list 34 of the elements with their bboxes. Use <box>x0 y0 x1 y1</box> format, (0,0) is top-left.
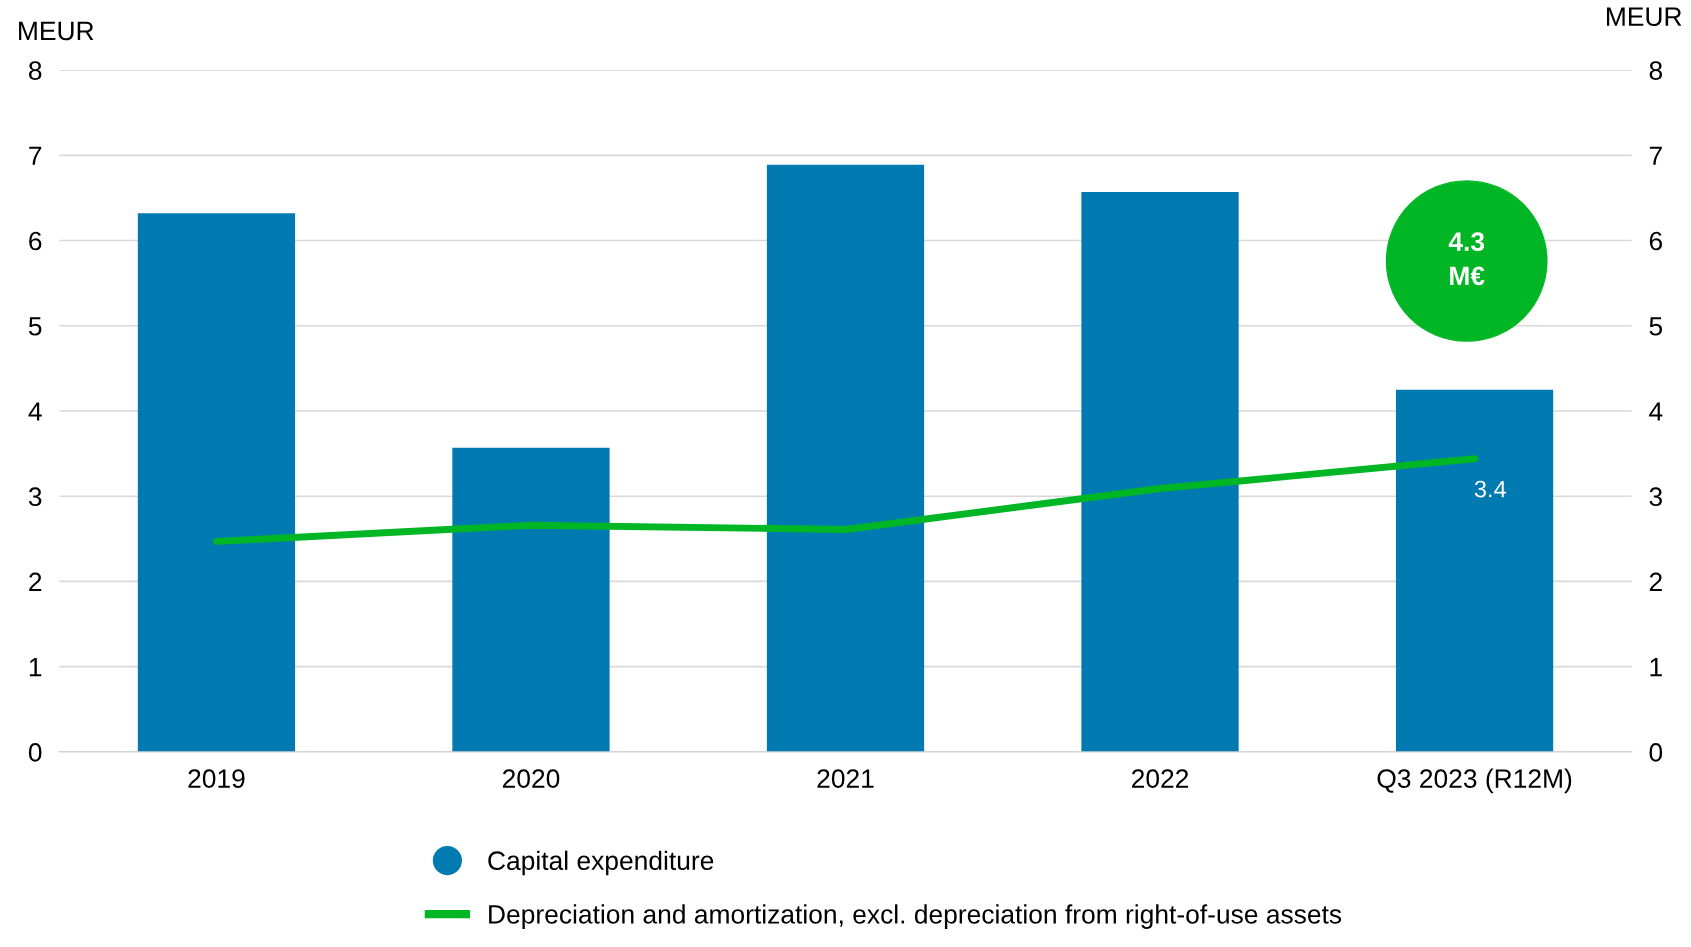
bar <box>1395 389 1554 752</box>
y2-tick-label: 2 <box>1649 572 1662 592</box>
bar <box>1081 191 1239 752</box>
bar <box>766 164 925 752</box>
y2-tick-label: 5 <box>1649 317 1663 336</box>
bar <box>452 447 610 752</box>
y2-tick-label: 4 <box>1649 402 1663 421</box>
y-tick-label: 3 <box>28 487 42 507</box>
x-tick-label: 2019 <box>188 769 245 788</box>
y-tick-label: 4 <box>28 402 42 421</box>
y-tick-label: 2 <box>29 572 42 592</box>
y-tick-label: 6 <box>29 231 42 251</box>
y2-tick-label: 8 <box>1649 61 1663 80</box>
y2-tick-label: 1 <box>1650 658 1662 677</box>
bar <box>137 213 296 752</box>
y-tick-label: 8 <box>28 61 42 80</box>
x-tick-label: Q3 2023 (R12M) <box>1377 768 1572 794</box>
y2-axis-title: MEUR <box>1607 7 1682 27</box>
legend-label: Depreciation and amortization, excl. depreciation from right-of-use assets <box>489 904 1342 929</box>
x-tick-label: 2022 <box>1132 769 1189 788</box>
y-axis-title: MEUR <box>19 21 94 41</box>
x-tick-label: 2020 <box>502 769 560 788</box>
y2-tick-label: 3 <box>1649 487 1662 507</box>
y-tick-label: 0 <box>28 743 42 762</box>
y-tick-label: 1 <box>29 658 42 677</box>
data-label: 3.4 <box>1474 480 1506 498</box>
x-tick-label: 2021 <box>817 769 874 788</box>
annotation: 4.3 M€ <box>1448 232 1485 286</box>
y2-tick-label: 0 <box>1649 743 1663 762</box>
y-tick-label: 5 <box>28 317 42 336</box>
legend-label: Capital expenditure <box>488 850 714 876</box>
y2-tick-label: 6 <box>1649 231 1662 251</box>
y2-tick-label: 7 <box>1649 146 1662 165</box>
y-tick-label: 7 <box>29 146 42 165</box>
